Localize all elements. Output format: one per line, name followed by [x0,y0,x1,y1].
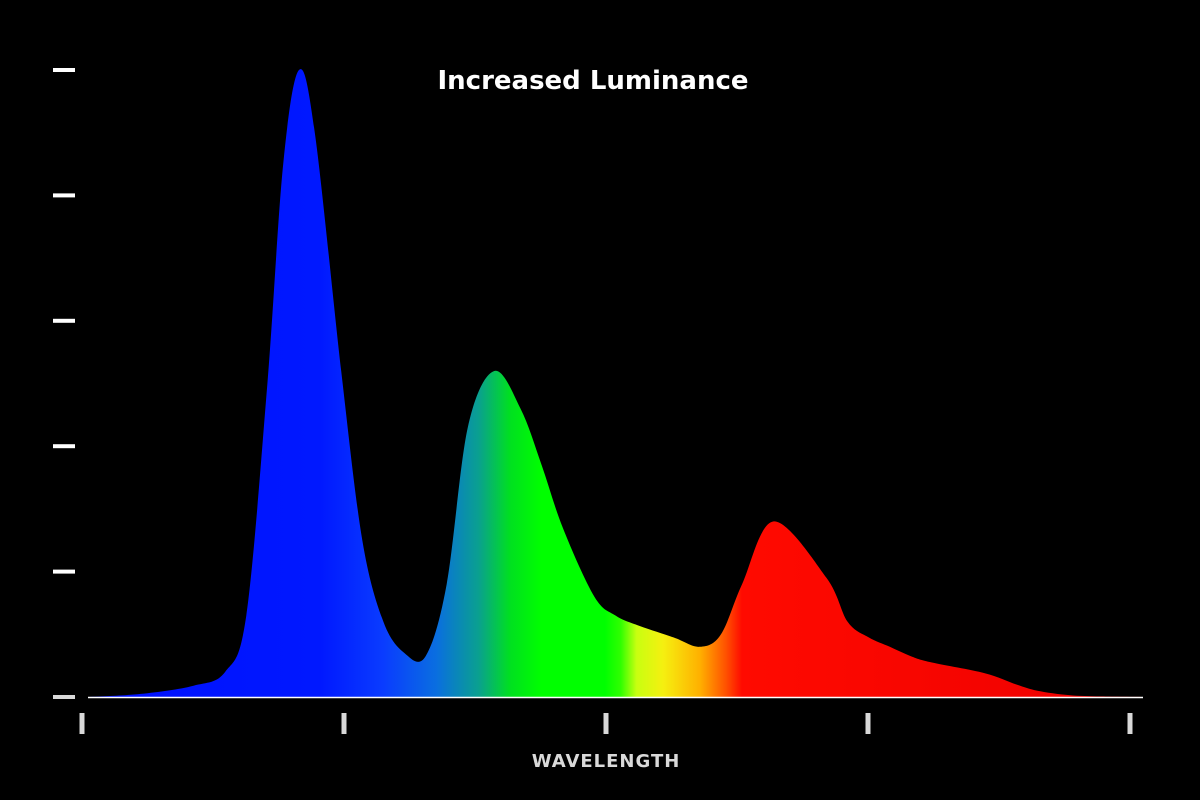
y-axis-ticks [53,68,75,699]
x-tick-1 [341,713,347,734]
x-axis-label: WAVELENGTH [532,751,681,772]
y-tick-4 [53,193,75,198]
x-axis-ticks [79,713,1133,734]
x-tick-4 [1127,713,1133,734]
y-tick-0 [53,695,75,699]
chart-title: Increased Luminance [437,66,748,96]
y-tick-5 [53,68,75,72]
x-tick-0 [79,713,85,734]
y-tick-2 [53,444,75,449]
x-tick-2 [603,713,609,734]
y-tick-1 [53,569,75,574]
x-tick-3 [865,713,871,734]
spectrum-area [88,69,1143,697]
y-tick-3 [53,318,75,323]
